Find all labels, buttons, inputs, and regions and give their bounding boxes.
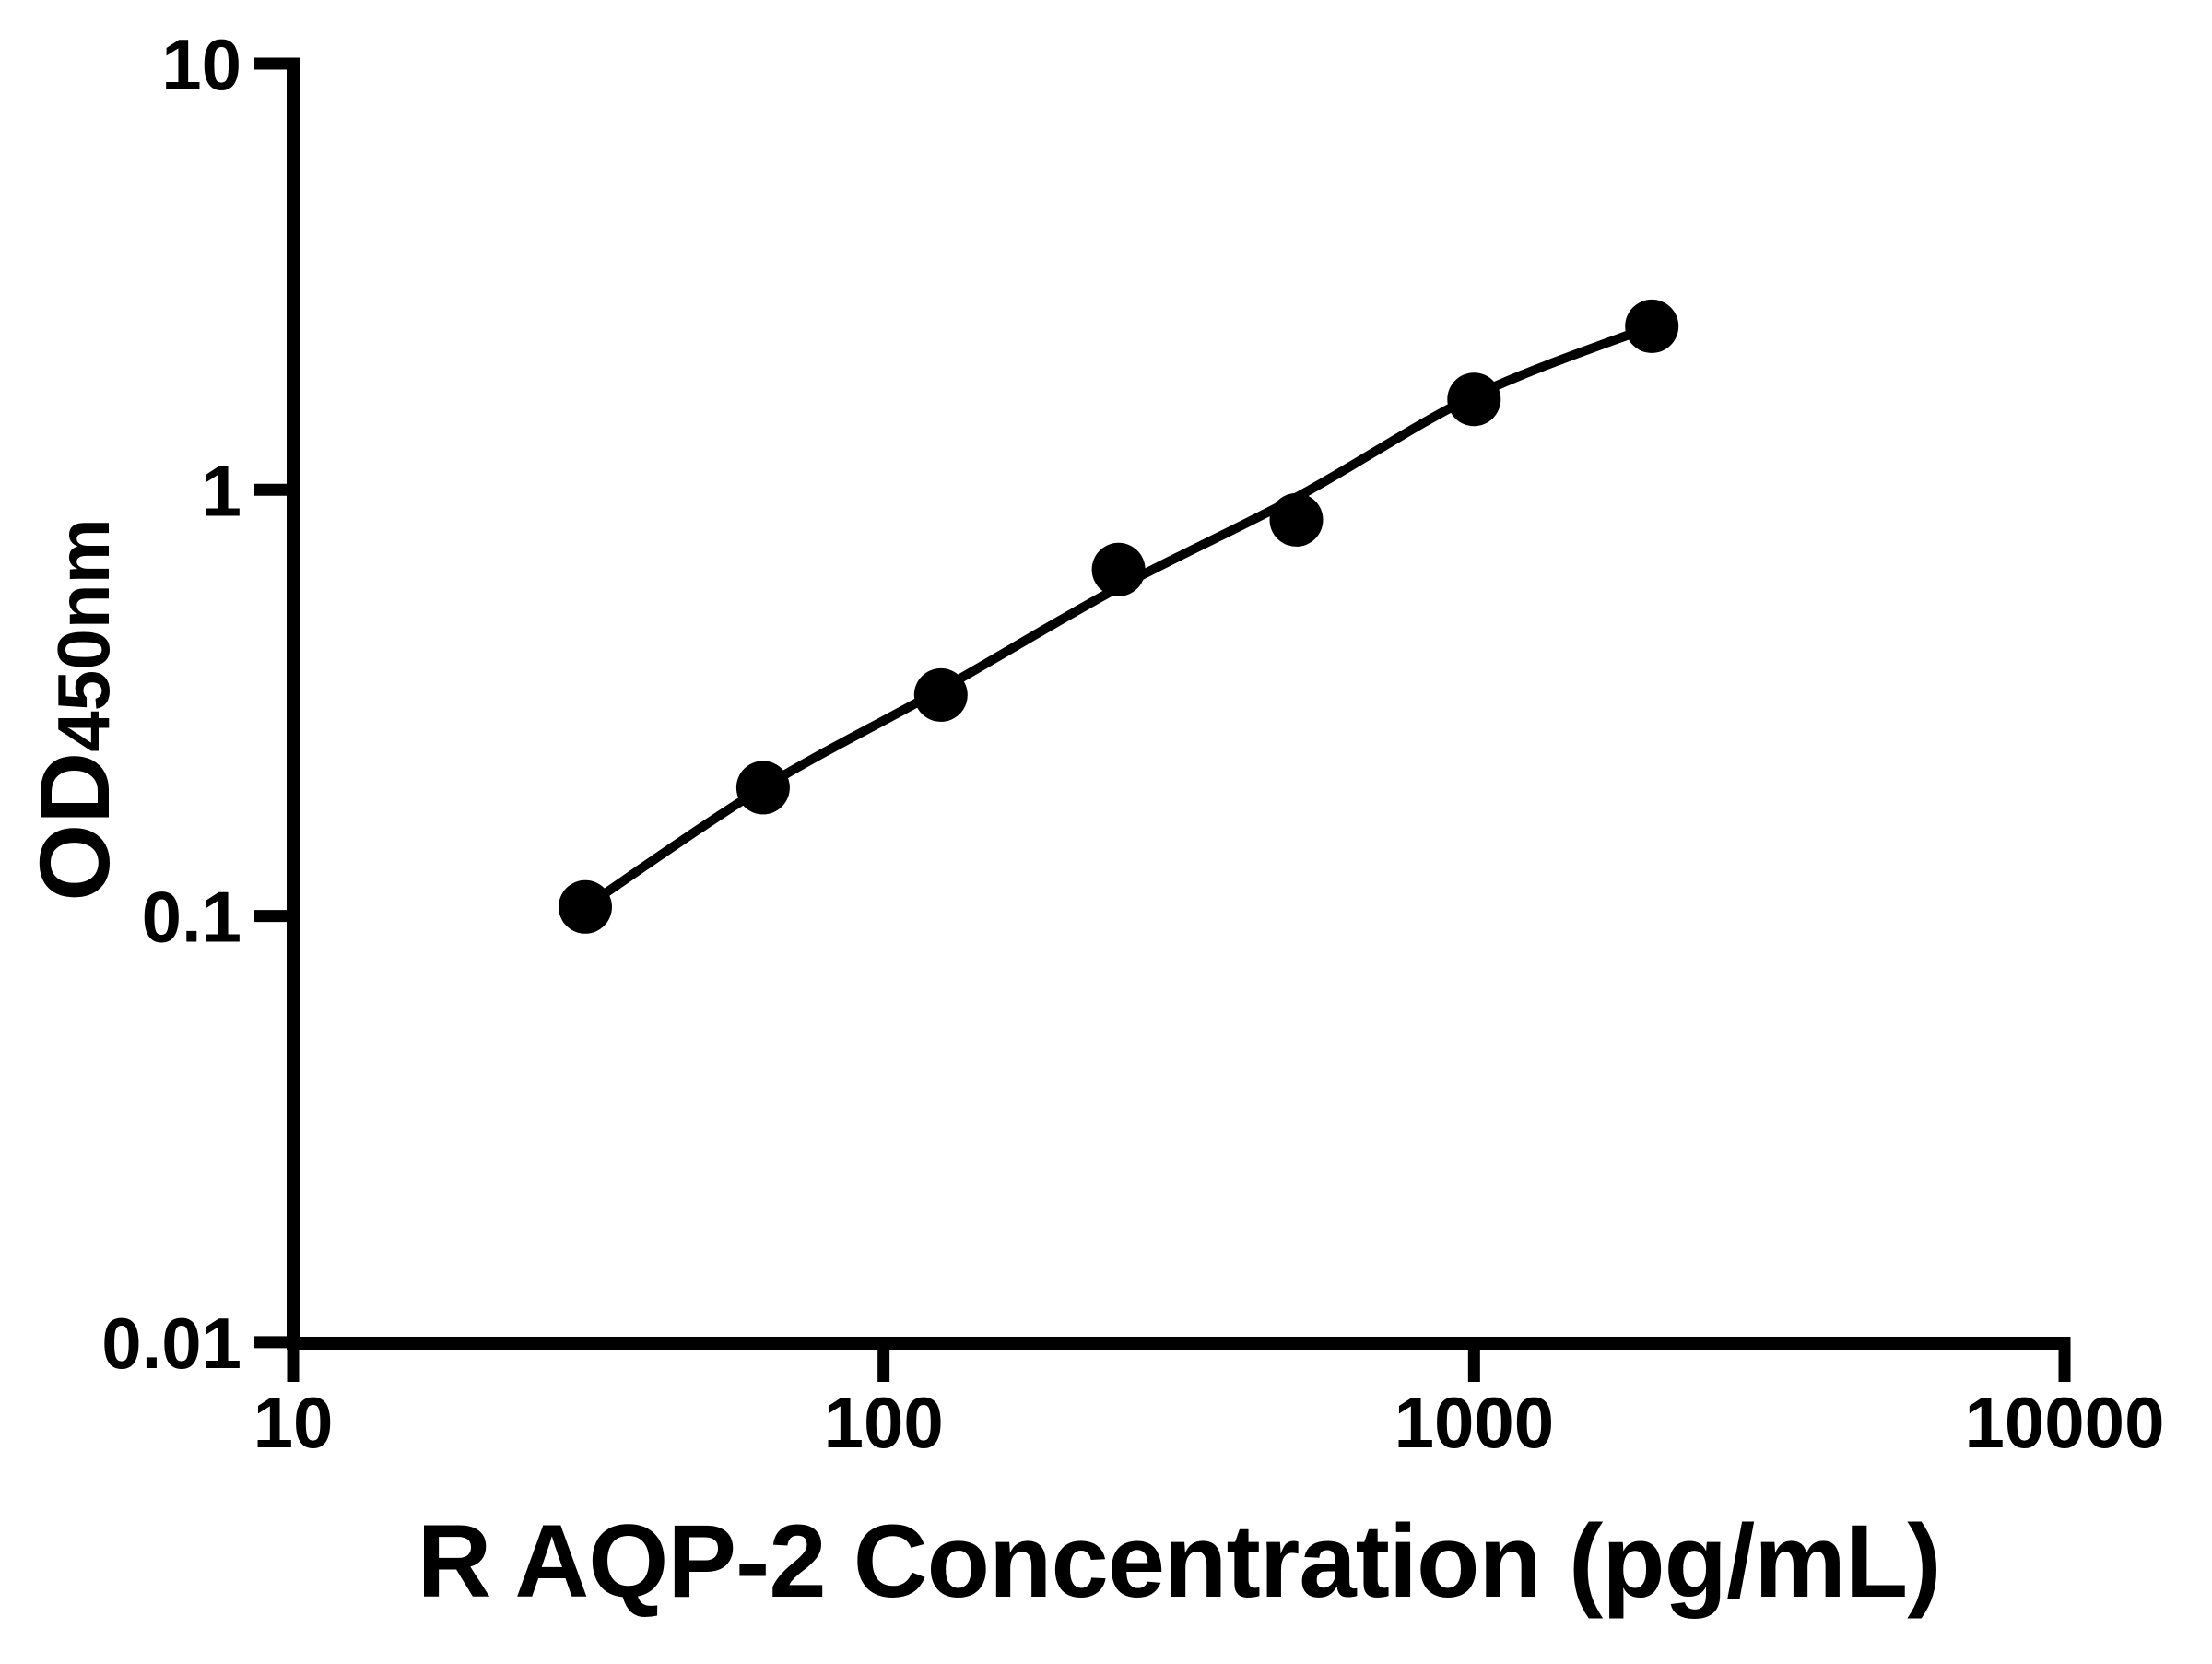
y-axis-title: OD450nm bbox=[18, 518, 130, 901]
x-axis-ticks bbox=[287, 1343, 2071, 1382]
y-tick-label: 0.1 bbox=[142, 877, 241, 958]
y-tick-label: 0.01 bbox=[101, 1303, 241, 1384]
x-tick-label: 1000 bbox=[1394, 1382, 1555, 1463]
x-tick-label: 10000 bbox=[1965, 1382, 2165, 1463]
data-point bbox=[1269, 492, 1324, 547]
data-point bbox=[913, 667, 968, 722]
y-tick-label: 10 bbox=[161, 24, 241, 105]
x-tick-label: 100 bbox=[824, 1382, 944, 1463]
data-point bbox=[1447, 372, 1501, 427]
x-axis-tick-labels: 10 100 1000 10000 bbox=[253, 1382, 2165, 1463]
data-points bbox=[559, 299, 1679, 934]
y-axis-tick-labels: 10 1 0.1 0.01 bbox=[101, 24, 241, 1384]
y-axis-title-sub: 450nm bbox=[42, 518, 124, 751]
x-axis-title: R AQP-2 Concentration (pg/mL) bbox=[417, 1504, 1940, 1619]
data-point bbox=[1625, 299, 1679, 353]
y-axis-title-main: OD bbox=[18, 752, 130, 902]
y-axis-ticks bbox=[254, 57, 293, 1349]
data-point bbox=[735, 761, 790, 815]
y-tick-label: 1 bbox=[202, 450, 241, 531]
data-point bbox=[559, 879, 612, 934]
data-point bbox=[1091, 542, 1146, 596]
x-tick-label: 10 bbox=[253, 1382, 334, 1463]
